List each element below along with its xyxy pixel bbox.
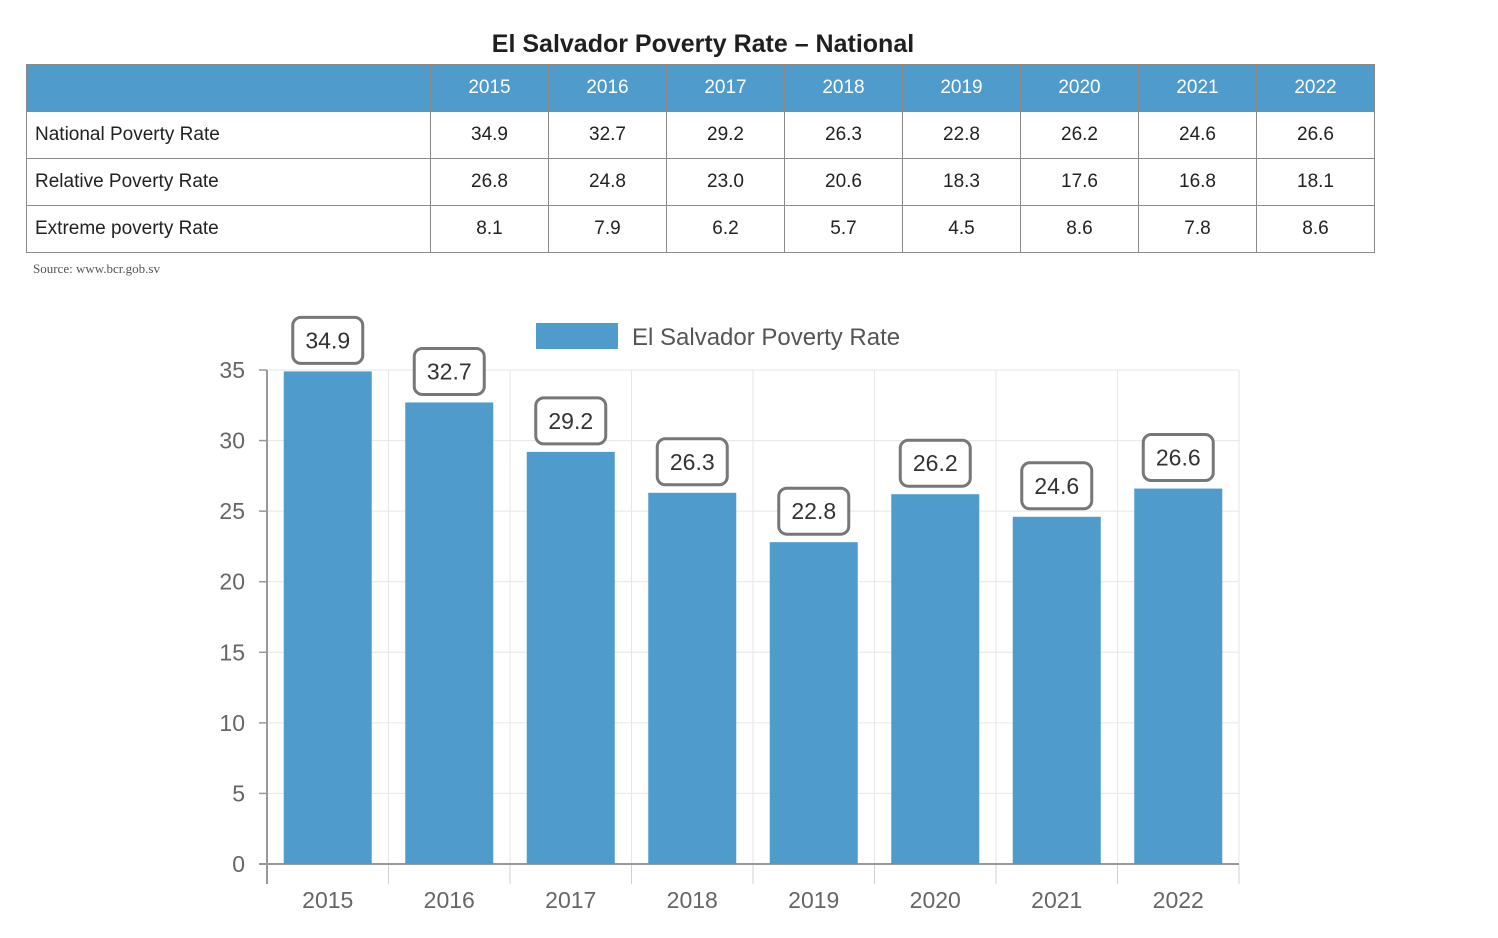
- y-tick-label: 30: [219, 428, 245, 454]
- data-label: 26.3: [670, 449, 715, 475]
- legend-label: El Salvador Poverty Rate: [632, 324, 900, 351]
- table-cell: 8.6: [1256, 205, 1375, 253]
- table-header-corner: [26, 64, 431, 112]
- row-label: National Poverty Rate: [26, 111, 431, 159]
- table-row: Extreme poverty Rate 8.1 7.9 6.2 5.7 4.5…: [26, 205, 1375, 253]
- table-cell: 26.3: [784, 111, 903, 159]
- y-tick-label: 5: [232, 780, 245, 806]
- data-label-box: [655, 437, 729, 487]
- table-cell: 18.3: [902, 158, 1021, 206]
- table-cell: 8.6: [1020, 205, 1139, 253]
- data-label: 24.6: [1034, 473, 1079, 499]
- row-label: Extreme poverty Rate: [26, 205, 431, 253]
- bar: [283, 371, 372, 864]
- data-label: 22.8: [791, 498, 836, 524]
- y-tick-label: 35: [219, 357, 245, 383]
- data-label-box: [534, 396, 608, 446]
- y-tick-label: 20: [219, 569, 245, 595]
- table-cell: 26.2: [1020, 111, 1139, 159]
- table-row: Relative Poverty Rate 26.8 24.8 23.0 20.…: [26, 158, 1375, 206]
- table-cell: 34.9: [430, 111, 549, 159]
- table-header-year: 2016: [548, 64, 667, 112]
- data-label: 29.2: [548, 408, 593, 434]
- table-cell: 32.7: [548, 111, 667, 159]
- chart-data-labels: 34.9 32.7 29.2 26.3 22.8 26.2 24.6 26.6: [291, 315, 1215, 536]
- bar: [526, 451, 615, 864]
- table-header-row: 2015 2016 2017 2018 2019 2020 2021 2022: [26, 64, 1375, 112]
- table-cell: 29.2: [666, 111, 785, 159]
- table-cell: 16.8: [1138, 158, 1257, 206]
- x-tick-label: 2018: [667, 887, 718, 913]
- table-cell: 20.6: [784, 158, 903, 206]
- chart-legend: El Salvador Poverty Rate: [536, 323, 900, 351]
- bar: [769, 542, 858, 864]
- x-tick-label: 2022: [1153, 887, 1204, 913]
- table-header-year: 2022: [1256, 64, 1375, 112]
- table-header-year: 2021: [1138, 64, 1257, 112]
- data-label-box: [291, 315, 365, 365]
- table-title: El Salvador Poverty Rate – National: [491, 30, 915, 58]
- bar: [1134, 488, 1223, 864]
- table-cell: 17.6: [1020, 158, 1139, 206]
- table-header-year: 2017: [666, 64, 785, 112]
- y-tick-label: 0: [232, 851, 245, 877]
- table-cell: 24.6: [1138, 111, 1257, 159]
- x-tick-label: 2015: [302, 887, 353, 913]
- chart-axes: 0 5 10 15 20 25 30 35 2015 2016 2017 2018 2019 2020 20…: [219, 357, 1240, 913]
- poverty-rate-bar-chart: 0 5 10 15 20 25 30 35 2015 2016 2017 2018 2019 2020 20…: [219, 315, 1240, 913]
- data-label-box: [898, 438, 972, 488]
- table-cell: 5.7: [784, 205, 903, 253]
- data-label: 32.7: [427, 358, 472, 384]
- x-tick-label: 2021: [1031, 887, 1082, 913]
- table-header-year: 2018: [784, 64, 903, 112]
- table-cell: 8.1: [430, 205, 549, 253]
- table-cell: 23.0: [666, 158, 785, 206]
- table-cell: 18.1: [1256, 158, 1375, 206]
- table-cell: 24.8: [548, 158, 667, 206]
- table-cell: 26.6: [1256, 111, 1375, 159]
- chart-bars: [283, 371, 1223, 864]
- x-tick-label: 2017: [545, 887, 596, 913]
- bar: [1012, 516, 1101, 864]
- x-tick-label: 2020: [910, 887, 961, 913]
- bar: [405, 402, 494, 864]
- table-header-year: 2015: [430, 64, 549, 112]
- data-label-box: [1020, 461, 1094, 511]
- data-label-box: [412, 346, 486, 396]
- legend-swatch: [536, 323, 618, 349]
- table-cell: 22.8: [902, 111, 1021, 159]
- data-label-box: [1141, 433, 1215, 483]
- source-note: Source: www.bcr.gob.sv: [33, 261, 160, 276]
- y-tick-label: 10: [219, 710, 245, 736]
- row-label: Relative Poverty Rate: [26, 158, 431, 206]
- table-header-year: 2019: [902, 64, 1021, 112]
- data-label: 26.6: [1156, 445, 1201, 471]
- bar: [648, 492, 737, 864]
- x-tick-label: 2016: [424, 887, 475, 913]
- x-tick-label: 2019: [788, 887, 839, 913]
- data-label: 34.9: [305, 327, 350, 353]
- table-cell: 6.2: [666, 205, 785, 253]
- table-header-year: 2020: [1020, 64, 1139, 112]
- table-cell: 4.5: [902, 205, 1021, 253]
- data-label: 26.2: [913, 450, 958, 476]
- y-tick-label: 15: [219, 639, 245, 665]
- data-label-box: [777, 486, 851, 536]
- table-cell: 7.9: [548, 205, 667, 253]
- y-tick-label: 25: [219, 498, 245, 524]
- table-row: National Poverty Rate 34.9 32.7 29.2 26.…: [26, 111, 1375, 159]
- table-cell: 7.8: [1138, 205, 1257, 253]
- table-cell: 26.8: [430, 158, 549, 206]
- bar: [891, 494, 980, 864]
- poverty-rate-table: 2015 2016 2017 2018 2019 2020 2021 2022 …: [26, 64, 1375, 253]
